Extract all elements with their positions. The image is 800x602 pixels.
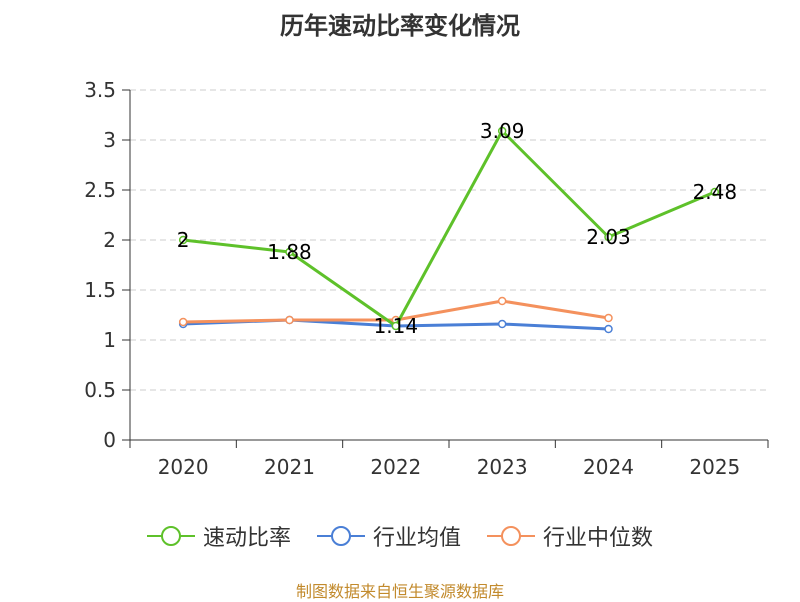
data-label: 1.14 [374,314,419,338]
legend-swatch-quick-ratio [146,526,195,546]
legend-label-industry-mean: 行业均值 [372,526,461,551]
data-label: 3.09 [480,119,525,143]
legend-swatch-industry-median [487,526,535,546]
data-point-0 [178,235,188,245]
x-tick-label: 2020 [158,455,209,479]
chart-title: 历年速动比率变化情况 [280,12,520,40]
y-tick-label: 3 [103,128,116,152]
legend-item-industry-median[interactable]: 行业中位数 [487,520,653,552]
data-label: 2.48 [693,180,738,204]
data-point-2 [604,313,613,323]
y-tick-label: 1 [103,328,116,352]
x-tick-label: 2022 [370,455,421,479]
y-tick-label: 0 [103,428,116,452]
grid-lines [130,89,768,391]
legend-item-quick-ratio[interactable]: 速动比率 [146,520,291,552]
legend-swatch-industry-mean [316,526,365,546]
series-layer [178,126,720,334]
y-tick-label: 0.5 [84,378,116,402]
y-tick-label: 1.5 [84,278,116,302]
y-tick-label: 2 [103,228,116,252]
axes: 0 0.5 1 1.5 2 2.5 3 3.5 2020 2021 2022 2023 2024 2025 [84,78,769,479]
data-label: 1.88 [267,240,312,264]
x-tick-label: 2021 [264,455,315,479]
data-point-1 [497,319,507,329]
data-label: 2.03 [586,225,631,249]
x-tick-label: 2023 [477,455,528,479]
legend-item-industry-mean[interactable]: 行业均值 [316,520,461,552]
legend-label-quick-ratio: 速动比率 [202,526,291,551]
data-label: 2 [177,228,190,252]
data-labels: 2 1.88 1.14 3.09 2.03 2.48 [177,119,737,338]
y-tick-label: 3.5 [84,78,116,102]
legend-label-industry-median: 行业中位数 [543,526,654,551]
data-point-0 [497,126,507,136]
data-point-2 [285,315,294,325]
data-point-0 [710,187,720,197]
series-line-0 [182,129,716,328]
y-tick-label: 2.5 [84,178,116,202]
data-point-2 [178,317,188,327]
data-point-2 [497,296,507,306]
legend: 速动比率 行业均值 行业中位数 [0,520,800,552]
data-point-1 [604,324,613,334]
data-point-0 [604,232,613,242]
x-tick-label: 2025 [689,455,740,479]
x-tick-label: 2024 [583,455,634,479]
data-point-0 [391,321,401,331]
source-note: 制图数据来自恒生聚源数据库 [295,582,504,601]
data-point-0 [285,247,294,257]
